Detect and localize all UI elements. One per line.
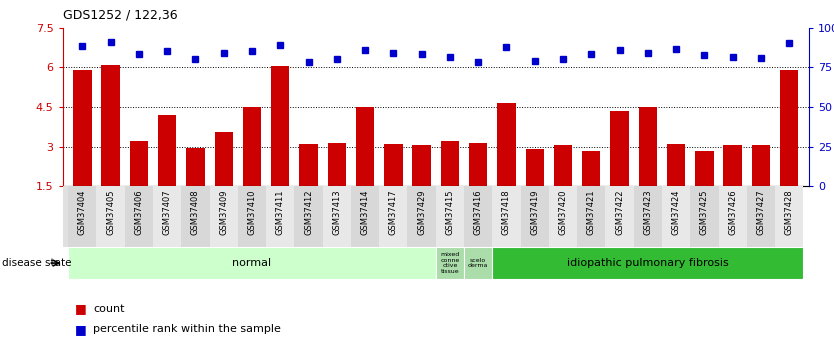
Bar	[68, 186, 97, 247]
Text: GSM37423: GSM37423	[643, 189, 652, 235]
Bar	[271, 66, 289, 186]
Bar	[634, 186, 662, 247]
Text: GSM37420: GSM37420	[559, 189, 567, 235]
Bar	[469, 142, 487, 186]
Bar	[153, 186, 181, 247]
Bar	[266, 186, 294, 247]
Text: percentile rank within the sample: percentile rank within the sample	[93, 325, 281, 334]
Text: GSM37413: GSM37413	[332, 189, 341, 235]
Text: GSM37425: GSM37425	[700, 189, 709, 235]
Text: ■: ■	[75, 302, 87, 315]
Bar	[323, 186, 351, 247]
Bar	[243, 107, 261, 186]
Bar	[328, 142, 346, 186]
Text: GSM37408: GSM37408	[191, 189, 200, 235]
Bar	[299, 144, 318, 186]
Bar	[68, 247, 435, 279]
Bar	[209, 186, 238, 247]
Bar	[691, 186, 719, 247]
Bar	[667, 144, 686, 186]
Text: mixed
conne
ctive
tissue: mixed conne ctive tissue	[440, 253, 460, 274]
Bar	[662, 186, 691, 247]
Text: GSM37424: GSM37424	[671, 189, 681, 235]
Text: GSM37410: GSM37410	[248, 189, 257, 235]
Bar	[181, 186, 209, 247]
Bar	[384, 144, 403, 186]
Bar	[464, 247, 492, 279]
Bar	[497, 103, 515, 186]
Bar	[294, 186, 323, 247]
Bar	[696, 150, 714, 186]
Bar	[723, 145, 741, 186]
Bar	[125, 186, 153, 247]
Text: GSM37407: GSM37407	[163, 189, 172, 235]
Bar	[610, 111, 629, 186]
Text: count: count	[93, 304, 125, 314]
Text: GSM37404: GSM37404	[78, 189, 87, 235]
Bar	[520, 186, 549, 247]
Bar	[97, 186, 125, 247]
Bar	[639, 107, 657, 186]
Bar	[379, 186, 408, 247]
Bar	[605, 186, 634, 247]
Bar	[751, 145, 770, 186]
Bar	[356, 107, 374, 186]
Bar	[719, 186, 746, 247]
Text: scelo
derma: scelo derma	[468, 258, 489, 268]
Bar	[435, 247, 464, 279]
Text: idiopathic pulmonary fibrosis: idiopathic pulmonary fibrosis	[567, 258, 729, 268]
Text: GSM37418: GSM37418	[502, 189, 511, 235]
Text: GSM37429: GSM37429	[417, 189, 426, 235]
Text: normal: normal	[233, 258, 272, 268]
Text: GSM37426: GSM37426	[728, 189, 737, 235]
Bar	[186, 148, 204, 186]
Bar	[492, 247, 803, 279]
Bar	[464, 186, 492, 247]
Bar	[746, 186, 775, 247]
Text: GDS1252 / 122,36: GDS1252 / 122,36	[63, 9, 177, 22]
Text: GSM37411: GSM37411	[276, 189, 284, 235]
Bar	[492, 186, 520, 247]
Bar	[214, 132, 233, 186]
Bar	[780, 70, 798, 186]
Text: GSM37422: GSM37422	[615, 189, 624, 235]
Text: GSM37412: GSM37412	[304, 189, 313, 235]
Text: GSM37428: GSM37428	[785, 189, 794, 235]
Bar	[102, 65, 120, 186]
Text: GSM37427: GSM37427	[756, 189, 766, 235]
Text: ■: ■	[75, 323, 87, 336]
Text: disease state: disease state	[2, 258, 71, 268]
Bar	[351, 186, 379, 247]
Text: GSM37416: GSM37416	[474, 189, 483, 235]
Text: GSM37405: GSM37405	[106, 189, 115, 235]
Bar	[554, 145, 572, 186]
Text: GSM37409: GSM37409	[219, 189, 229, 235]
Text: GSM37417: GSM37417	[389, 189, 398, 235]
Bar	[525, 149, 544, 186]
Text: GSM37406: GSM37406	[134, 189, 143, 235]
Bar	[73, 70, 92, 186]
Bar	[577, 186, 605, 247]
Text: GSM37419: GSM37419	[530, 189, 540, 235]
Text: GSM37415: GSM37415	[445, 189, 455, 235]
Bar	[413, 145, 431, 186]
Text: GSM37421: GSM37421	[587, 189, 595, 235]
Bar	[408, 186, 435, 247]
Bar	[158, 115, 176, 186]
Bar	[775, 186, 803, 247]
Bar	[440, 141, 459, 186]
Bar	[549, 186, 577, 247]
Bar	[130, 141, 148, 186]
Bar	[582, 150, 600, 186]
Bar	[238, 186, 266, 247]
Bar	[435, 186, 464, 247]
Text: GSM37414: GSM37414	[360, 189, 369, 235]
